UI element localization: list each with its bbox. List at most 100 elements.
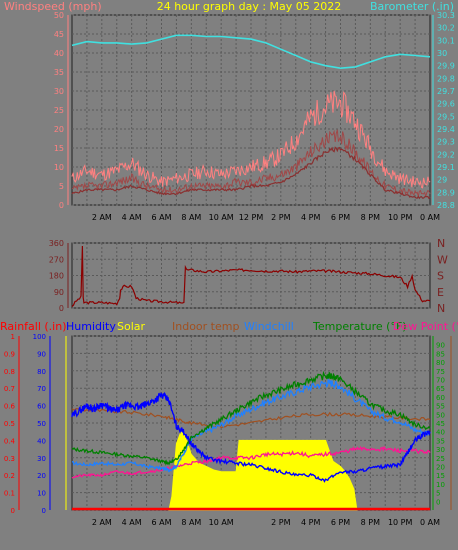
x-tick-label: 10 AM <box>209 213 234 222</box>
y2-tick-label: 29.4 <box>437 125 455 134</box>
barometer-axis-title: Barometer (.in) <box>370 0 454 13</box>
temp-tick-label: 10 <box>436 481 445 489</box>
y2-tick-label: 30 <box>437 49 447 58</box>
compass-tick-label: N <box>437 237 445 250</box>
y2-tick-label: 29.1 <box>437 163 455 172</box>
humidity-tick-label: 50 <box>37 420 46 428</box>
y2-tick-label: 30.3 <box>437 11 455 20</box>
rain-tick-label: 0.8 <box>4 368 15 376</box>
graph-title: 24 hour graph day : May 05 2022 <box>157 0 342 13</box>
temp-tick-label: 55 <box>436 403 445 411</box>
rain-tick-label: 0.6 <box>4 403 16 411</box>
y2-tick-label: 30.2 <box>437 24 455 33</box>
temp-tick-label: 65 <box>436 385 445 393</box>
y2-tick-label: 29.5 <box>437 112 455 121</box>
y2-tick-label: 29.6 <box>437 100 455 109</box>
x-tick-label: 0 AM <box>420 518 440 527</box>
y2-tick-label: 30.1 <box>437 36 455 45</box>
compass-tick-label: S <box>437 270 444 283</box>
x-tick-label: 0 AM <box>420 213 440 222</box>
avg-speed-series <box>71 146 431 200</box>
y-tick-label: 270 <box>49 255 64 264</box>
legend-solar: Solar <box>117 320 146 333</box>
rain-tick-label: 0.3 <box>4 455 15 463</box>
temp-tick-label: 45 <box>436 420 445 428</box>
x-tick-label: 10 AM <box>209 518 234 527</box>
y-tick-label: 90 <box>54 288 64 297</box>
temp-tick-label: 70 <box>436 377 445 385</box>
humidity-tick-label: 80 <box>37 368 46 376</box>
legend-temperature: Temperature (°F) <box>312 320 407 333</box>
rain-tick-label: 0 <box>11 507 15 515</box>
temp-tick-label: 60 <box>436 394 445 402</box>
x-tick-label: 2 AM <box>92 213 112 222</box>
y-tick-label: 45 <box>54 30 64 39</box>
temp-tick-label: 85 <box>436 350 445 358</box>
dew-point-series <box>71 445 431 479</box>
y2-tick-label: 29.9 <box>437 62 455 71</box>
x-tick-label: 10 PM <box>388 213 413 222</box>
humidity-tick-label: 40 <box>37 437 46 445</box>
x-tick-label: 10 PM <box>388 518 413 527</box>
x-tick-label: 8 AM <box>181 518 201 527</box>
temp-tick-label: 0 <box>436 498 440 506</box>
humidity-tick-label: 90 <box>37 350 46 358</box>
x-tick-label: 2 PM <box>271 518 290 527</box>
y-tick-label: 180 <box>49 272 64 281</box>
rain-tick-label: 0.5 <box>4 420 15 428</box>
legend-dew-point: Dew Point (°F) <box>393 320 458 333</box>
humidity-tick-label: 0 <box>42 507 46 515</box>
y-tick-label: 25 <box>54 106 64 115</box>
temp-tick-label: 75 <box>436 368 445 376</box>
compass-tick-label: N <box>437 302 445 315</box>
y-tick-label: 50 <box>54 11 64 20</box>
x-tick-label: 2 AM <box>92 518 112 527</box>
legend-humidity: Humidity <box>66 320 116 333</box>
solar-series <box>168 430 358 511</box>
y2-tick-label: 29.7 <box>437 87 455 96</box>
rain-tick-label: 0.9 <box>4 350 15 358</box>
y-tick-label: 35 <box>54 68 64 77</box>
legend-windchill: Windchill <box>244 320 294 333</box>
temp-tick-label: 30 <box>436 446 445 454</box>
rain-tick-label: 0.4 <box>4 437 16 445</box>
wind-barometer-panel: 0 5 10 15 20 25 30 35 40 45 50 28.8 28.9 29 29.1 29.2 29… <box>54 11 455 222</box>
legend-rainfall: Rainfall (.in) <box>0 320 67 333</box>
y2-tick-label: 28.8 <box>437 201 455 210</box>
x-tick-label: 8 PM <box>361 518 380 527</box>
temperature-panel: 010203040506070809010000.10.20.30.40.50.… <box>4 333 452 527</box>
y-tick-label: 15 <box>54 144 64 153</box>
legend-indoor-temp: Indoor temp <box>172 320 239 333</box>
x-tick-label: 4 PM <box>301 518 320 527</box>
y2-tick-label: 28.9 <box>437 188 455 197</box>
rain-tick-label: 0.2 <box>4 472 15 480</box>
y-tick-label: 0 <box>59 304 64 313</box>
temperature-series <box>71 370 431 466</box>
humidity-tick-label: 100 <box>33 333 46 341</box>
y2-tick-label: 29.8 <box>437 74 455 83</box>
windgust-series <box>71 90 431 189</box>
y-tick-label: 0 <box>59 201 64 210</box>
y-tick-label: 30 <box>54 87 64 96</box>
temp-tick-label: 20 <box>436 464 445 472</box>
humidity-tick-label: 30 <box>37 455 46 463</box>
temp-tick-label: 35 <box>436 437 445 445</box>
rain-tick-label: 0.7 <box>4 385 15 393</box>
x-tick-label: 8 AM <box>181 213 201 222</box>
y2-tick-label: 29.2 <box>437 150 455 159</box>
x-tick-label: 6 AM <box>151 518 171 527</box>
x-tick-label: 4 AM <box>122 518 142 527</box>
direction-series <box>71 245 431 308</box>
humidity-tick-label: 70 <box>37 385 46 393</box>
humidity-tick-label: 10 <box>37 490 46 498</box>
windspeed-series <box>71 129 431 197</box>
x-tick-label: 8 PM <box>361 213 380 222</box>
rain-tick-label: 1 <box>11 333 15 341</box>
temp-tick-label: 15 <box>436 472 445 480</box>
y-tick-label: 5 <box>59 182 64 191</box>
temp-tick-label: 50 <box>436 411 445 419</box>
y-tick-label: 360 <box>49 239 64 248</box>
indoor-temp-series <box>71 407 431 429</box>
